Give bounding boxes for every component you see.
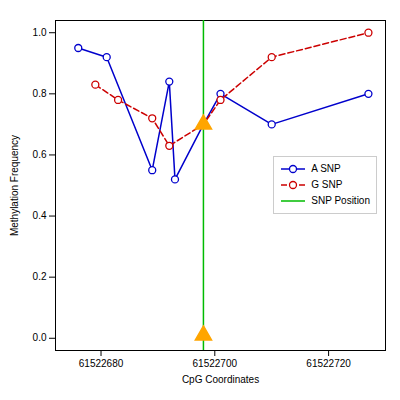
svg-text:0.8: 0.8 bbox=[33, 88, 47, 99]
svg-text:0.4: 0.4 bbox=[33, 210, 47, 221]
svg-text:61522680: 61522680 bbox=[79, 358, 124, 369]
svg-text:0.6: 0.6 bbox=[33, 149, 47, 160]
svg-text:0.2: 0.2 bbox=[33, 271, 47, 282]
svg-text:61522700: 61522700 bbox=[193, 358, 238, 369]
svg-text:Methylation Frequency: Methylation Frequency bbox=[9, 135, 20, 236]
svg-text:CpG Coordinates: CpG Coordinates bbox=[182, 374, 259, 385]
html-text:SNP Position: SNP Position bbox=[311, 195, 370, 206]
svg-text:0.0: 0.0 bbox=[33, 332, 47, 343]
html-text:A SNP: A SNP bbox=[311, 163, 341, 174]
svg-text:1.0: 1.0 bbox=[33, 27, 47, 38]
html-text:G SNP: G SNP bbox=[311, 179, 343, 190]
svg-text:61522720: 61522720 bbox=[306, 358, 351, 369]
